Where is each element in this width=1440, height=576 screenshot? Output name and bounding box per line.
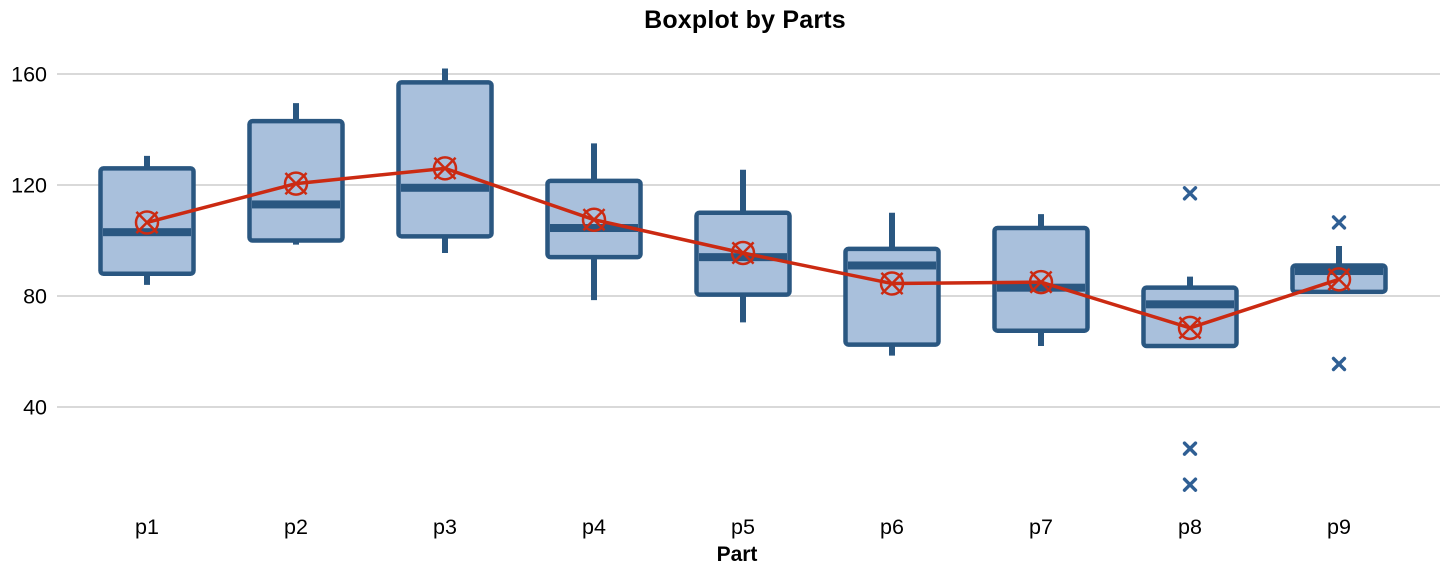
box-group-p6	[843, 212, 941, 356]
outlier-x-stroke	[1182, 186, 1198, 201]
mean-x-stroke	[1029, 270, 1053, 294]
outlier-x-stroke	[1182, 441, 1198, 456]
median-p9	[1295, 267, 1383, 276]
box-group-p2	[247, 103, 345, 245]
mean-circle	[432, 156, 458, 181]
outlier-x-stroke	[1331, 215, 1347, 230]
y-tick-label: 80	[23, 285, 47, 309]
mean-x-stroke	[433, 156, 457, 180]
mean-marker-p7	[1028, 269, 1054, 295]
y-tick-label: 120	[11, 174, 47, 198]
median-p3	[401, 183, 489, 192]
x-tick-label: p6	[880, 515, 904, 539]
median-p7	[997, 283, 1085, 292]
x-tick-label: p5	[731, 515, 755, 539]
median-p8	[1146, 300, 1234, 309]
outlier-x-stroke	[1331, 356, 1347, 372]
box-p6	[843, 246, 941, 347]
x-tick-label: p3	[433, 515, 457, 539]
outlier-marker-p8	[1182, 186, 1198, 201]
mean-circle	[283, 171, 309, 196]
mean-x-stroke	[135, 210, 159, 234]
box-group-p7	[992, 214, 1090, 346]
mean-circle	[1177, 315, 1203, 341]
box-p2	[247, 118, 345, 243]
mean-x-stroke	[582, 208, 606, 232]
mean-x-stroke	[284, 172, 308, 196]
box-group-p8	[1141, 276, 1239, 349]
x-tick-label: p2	[284, 515, 308, 539]
x-tick-label: p8	[1178, 515, 1202, 539]
outlier-marker-p9	[1331, 215, 1347, 230]
box-group-p5	[694, 169, 792, 323]
box-p7	[992, 225, 1090, 333]
outlier-marker-p8	[1182, 477, 1198, 492]
x-axis-title: Part	[716, 543, 758, 566]
outlier-marker-p8	[1182, 441, 1198, 456]
median-p1	[103, 228, 191, 237]
mean-marker-p3	[432, 156, 458, 181]
mean-circle	[730, 240, 756, 266]
y-tick-label: 40	[23, 396, 47, 420]
mean-x-stroke	[1178, 316, 1202, 340]
mean-marker-p1	[134, 210, 160, 235]
median-p2	[252, 200, 340, 209]
x-tick-label: p4	[582, 515, 606, 539]
mean-x-stroke	[1327, 267, 1351, 291]
mean-circle	[1326, 267, 1352, 292]
chart-title: Boxplot by Parts	[644, 6, 846, 34]
box-p3	[396, 80, 494, 239]
x-tick-label: p9	[1327, 515, 1351, 539]
outlier-marker-p9	[1331, 356, 1347, 372]
mean-circle	[134, 210, 160, 235]
mean-circle	[879, 271, 905, 296]
mean-marker-p2	[283, 171, 309, 196]
mean-x-stroke	[880, 272, 904, 295]
mean-marker-p4	[581, 207, 607, 232]
y-tick-label: 160	[11, 63, 47, 87]
mean-marker-p5	[730, 240, 756, 266]
box-group-p4	[545, 143, 643, 301]
mean-circle	[581, 207, 607, 232]
box-group-p1	[98, 155, 196, 285]
median-p5	[699, 253, 787, 262]
x-tick-label: p7	[1029, 515, 1053, 539]
mean-marker-p9	[1326, 267, 1352, 292]
mean-x-stroke	[731, 241, 755, 265]
x-tick-label: p1	[135, 515, 159, 539]
mean-marker-p8	[1177, 315, 1203, 341]
median-p6	[848, 261, 936, 270]
box-group-p3	[396, 68, 494, 253]
outlier-x-stroke	[1182, 477, 1198, 492]
median-p4	[550, 224, 638, 233]
mean-circle	[1028, 269, 1054, 295]
mean-marker-p6	[879, 271, 905, 296]
